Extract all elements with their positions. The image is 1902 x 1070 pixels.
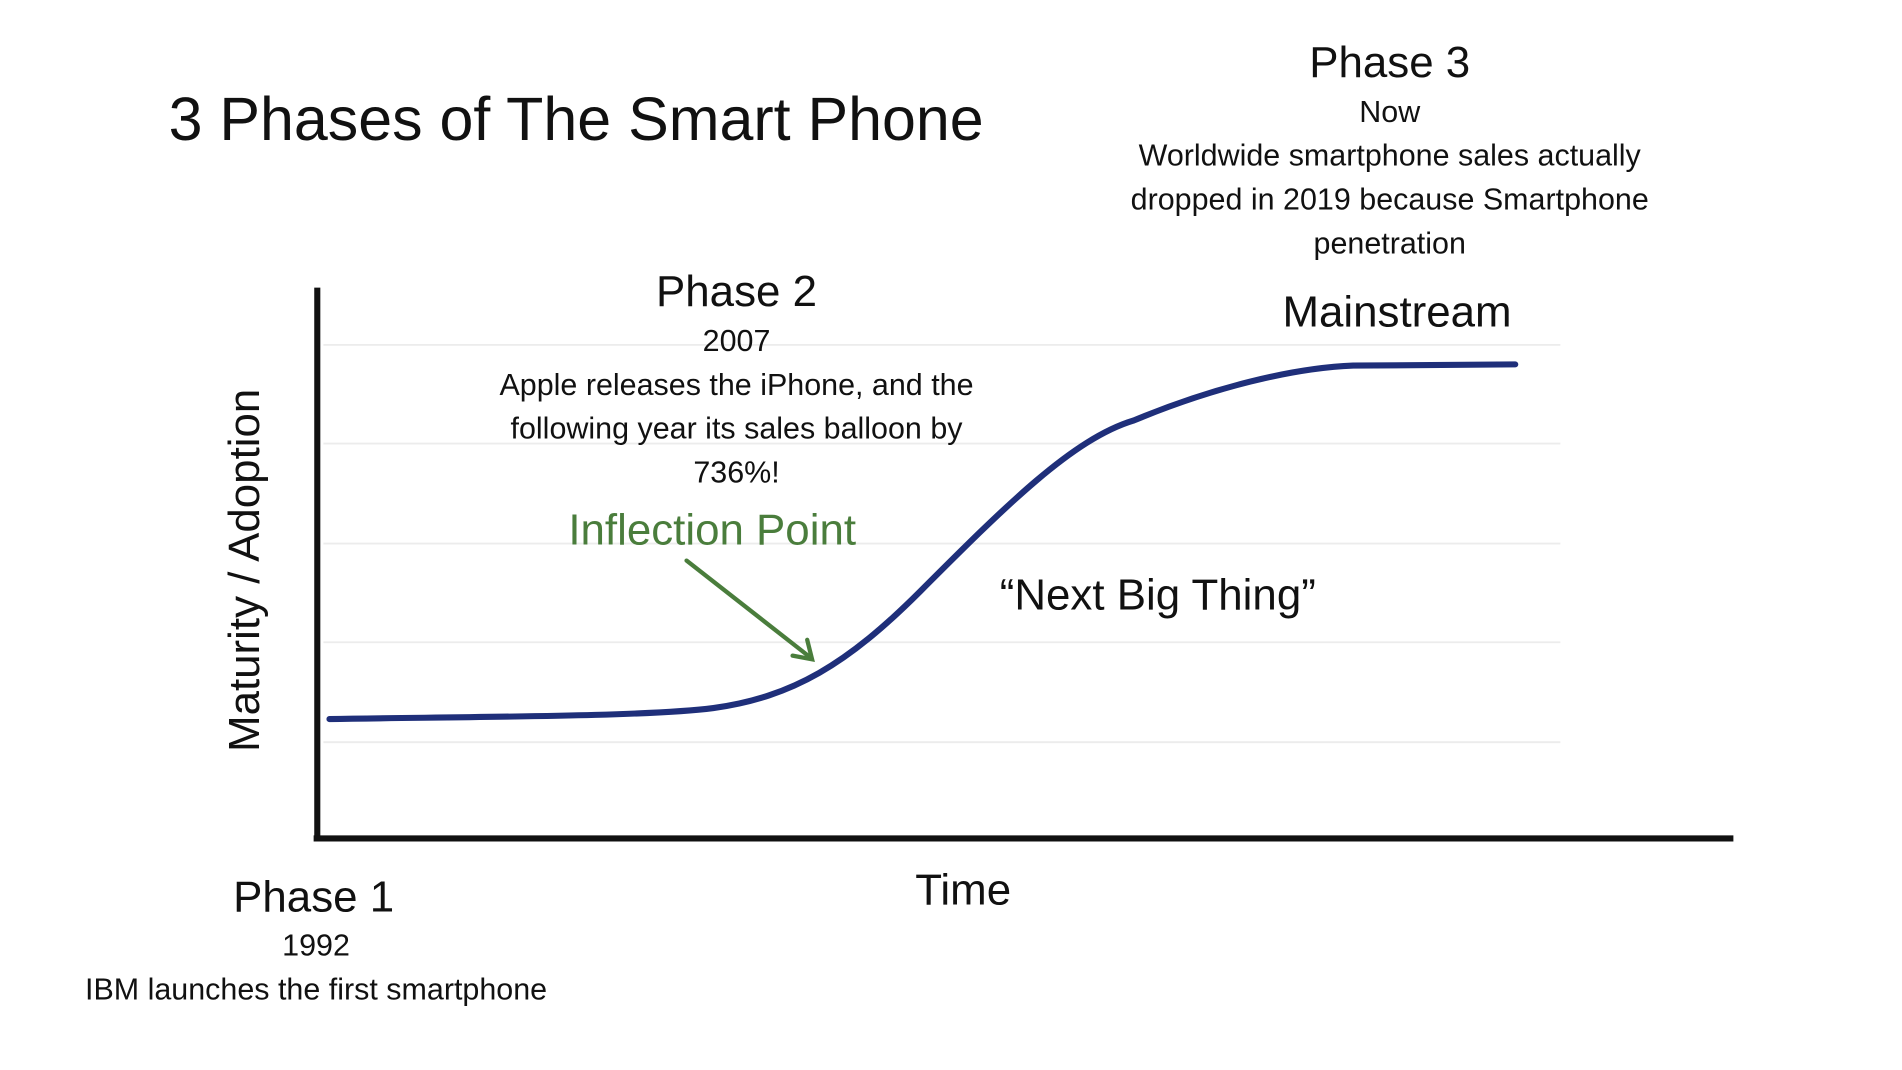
phase2-heading: Phase 2: [656, 267, 817, 316]
adoption-curve: [326, 361, 1519, 723]
phase3-annotation: Phase 3 Now Worldwide smartphone sales a…: [1131, 38, 1649, 261]
phase2-line-1: Apple releases the iPhone, and the: [499, 368, 973, 402]
diagram-title: 3 Phases of The Smart Phone: [169, 85, 984, 153]
next-big-thing-label: “Next Big Thing”: [1000, 570, 1316, 619]
phase3-line-2: dropped in 2019 because Smartphone: [1131, 183, 1649, 217]
phase2-year: 2007: [703, 324, 771, 358]
y-axis-label: Maturity / Adoption: [220, 389, 269, 752]
phase3-line-3: penetration: [1314, 226, 1466, 260]
inflection-arrow-icon: [684, 558, 815, 663]
x-axis-label: Time: [915, 865, 1011, 914]
inflection-point-label: Inflection Point: [568, 506, 856, 555]
phase1-heading: Phase 1: [233, 873, 394, 922]
phase2-line-2: following year its sales balloon by: [511, 412, 964, 446]
phase1-year: 1992: [282, 928, 350, 962]
phase2-annotation: Phase 2 2007 Apple releases the iPhone, …: [499, 267, 973, 490]
phase2-line-3: 736%!: [693, 456, 779, 490]
phase3-heading: Phase 3: [1309, 38, 1470, 87]
phase1-description: IBM launches the first smartphone: [85, 972, 547, 1006]
phase1-annotation: Phase 1 1992 IBM launches the first smar…: [85, 873, 547, 1007]
gridlines: [323, 343, 1561, 744]
mainstream-label: Mainstream: [1282, 288, 1511, 337]
phase3-line-1: Worldwide smartphone sales actually: [1139, 139, 1642, 173]
phase3-year: Now: [1359, 95, 1421, 129]
